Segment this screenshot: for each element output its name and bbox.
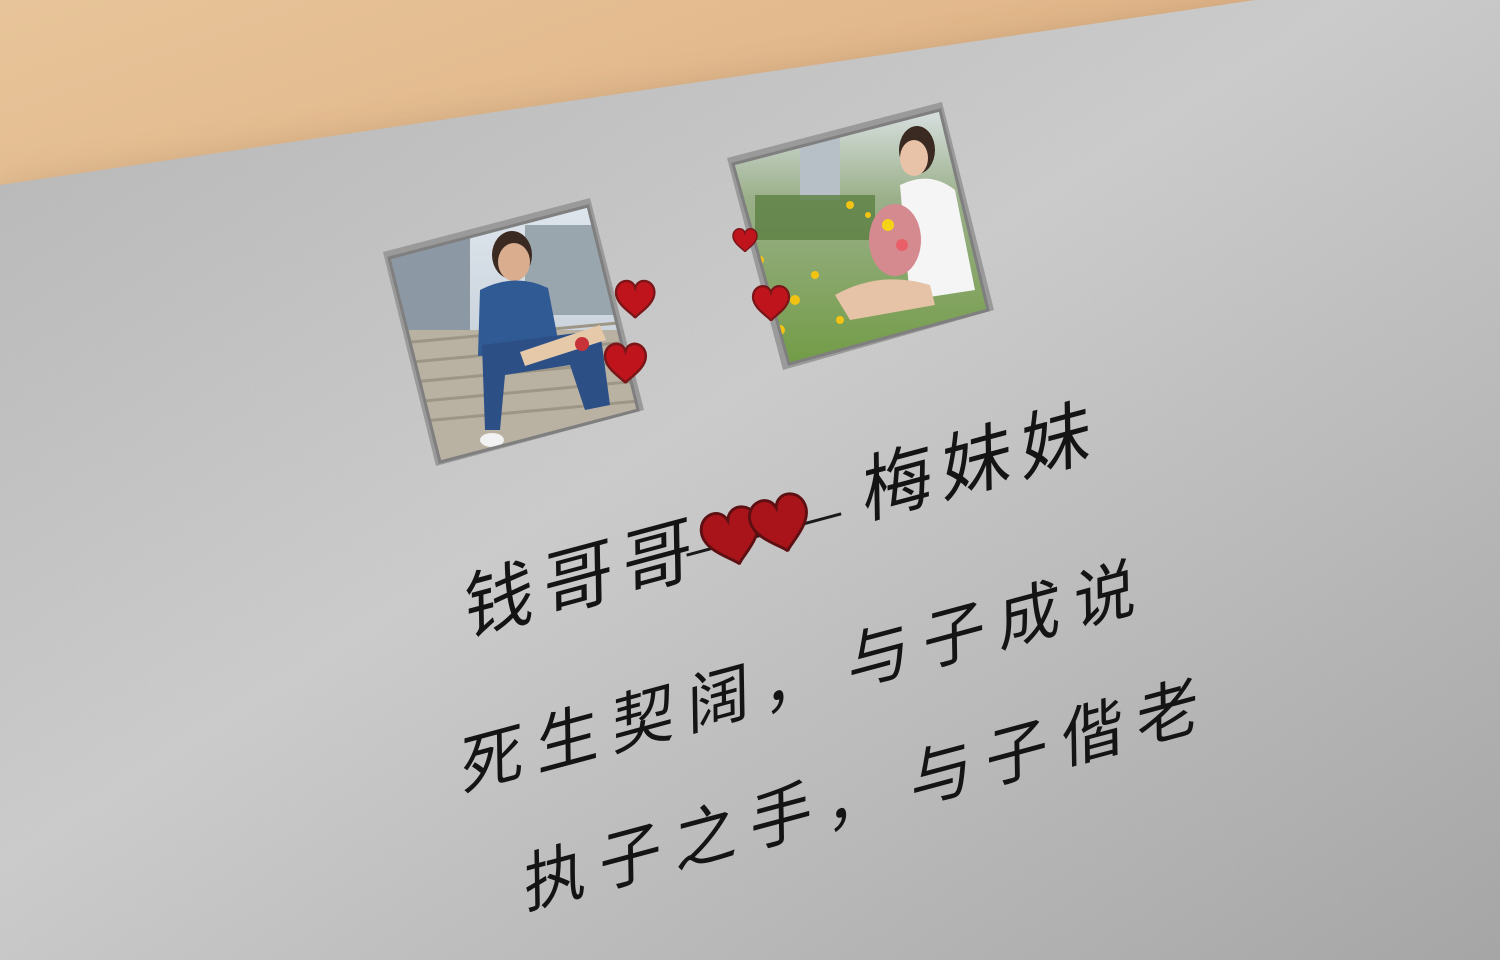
heart-icon — [732, 228, 758, 253]
photo-right — [727, 102, 994, 370]
heart-icon — [614, 279, 656, 319]
heart-icon — [751, 285, 791, 322]
heart-icon — [748, 492, 808, 553]
heart-icon — [603, 342, 648, 385]
photo-left — [383, 198, 644, 466]
